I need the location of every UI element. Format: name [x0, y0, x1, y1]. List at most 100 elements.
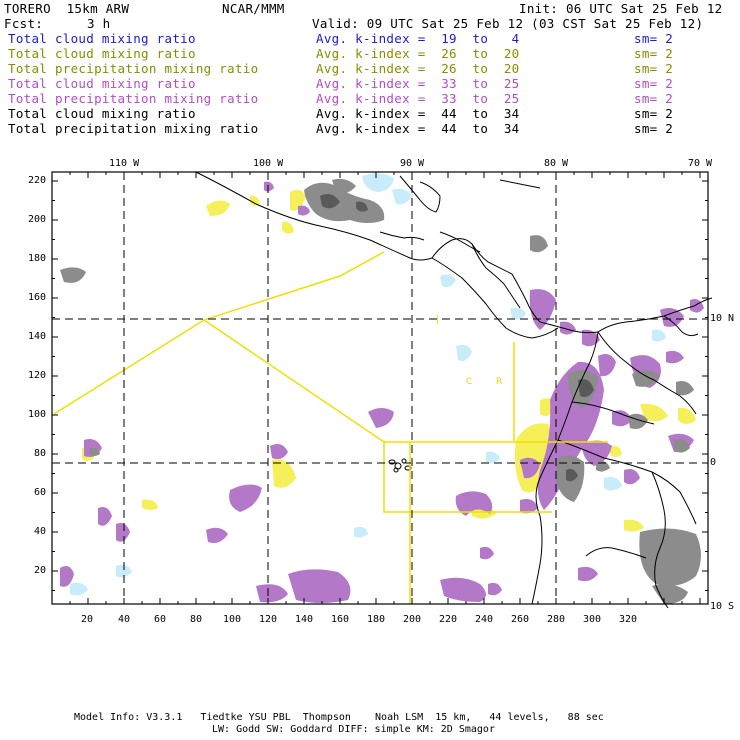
x-tick-label: 280	[547, 614, 566, 625]
cloud-patch	[640, 403, 668, 422]
maritime-boundary	[53, 251, 385, 415]
legend-field: Total cloud mixing ratio	[8, 76, 196, 91]
org-name: NCAR/MMM	[222, 1, 285, 16]
x-tick-label: 60	[154, 614, 167, 625]
cloud-patch	[392, 188, 412, 205]
x-tick-label: 20	[81, 614, 94, 625]
cloud-patch	[652, 329, 666, 342]
y-tick-label: 220	[28, 175, 47, 186]
island	[401, 458, 407, 464]
precip-patch	[582, 440, 612, 466]
legend-index: Avg. k-index = 33 to 25	[316, 91, 520, 106]
forecast-value: 3 h	[87, 16, 111, 31]
lat-label: 0	[710, 457, 717, 468]
precip-patch	[578, 566, 598, 582]
island	[388, 459, 396, 465]
x-tick-label: 320	[619, 614, 638, 625]
precip-patch	[612, 410, 632, 427]
model-title: TORERO 15km ARW	[4, 1, 130, 16]
legend-index: Avg. k-index = 44 to 34	[316, 121, 520, 136]
y-tick-label: 180	[28, 253, 47, 264]
precip-patch	[60, 566, 74, 587]
venezuela-coast	[663, 315, 699, 337]
cloud-patch	[142, 499, 158, 510]
lon-label: 80 W	[544, 158, 569, 169]
x-tick-label: 200	[403, 614, 422, 625]
precip-patch	[660, 308, 684, 327]
cloud-patch	[90, 447, 100, 456]
precip-patch	[488, 582, 502, 596]
x-tick-label: 160	[331, 614, 350, 625]
precip-patch	[368, 408, 394, 428]
nicaragua-border	[471, 243, 505, 285]
precip-patch	[206, 527, 228, 543]
legend-index: Avg. k-index = 44 to 34	[316, 106, 520, 121]
legend-smoothing: sm= 2	[634, 31, 674, 46]
precip-patch	[690, 299, 704, 313]
y-tick-label: 80	[34, 448, 47, 459]
y-tick-label: 100	[28, 409, 47, 420]
physics-info: LW: Godd SW: Goddard DIFF: simple KM: 2D…	[212, 724, 495, 735]
precip-patch	[598, 354, 616, 377]
cloud-core	[320, 194, 340, 209]
cloud-patch	[332, 178, 356, 194]
x-tick-label: 100	[223, 614, 242, 625]
colombia-border	[597, 331, 697, 415]
x-tick-label: 240	[475, 614, 494, 625]
x-tick-label: 180	[367, 614, 386, 625]
legend-smoothing: sm= 2	[634, 121, 674, 136]
precip-patch	[666, 350, 684, 364]
cloud-patch	[290, 189, 306, 211]
legend-smoothing: sm= 2	[634, 61, 674, 76]
country-label-c: C	[466, 377, 472, 387]
bolivia-border	[585, 547, 647, 559]
ecuador-border	[571, 401, 655, 425]
cloud-dark-cores	[320, 194, 594, 482]
cuba-coast	[499, 179, 541, 189]
valid-time: Valid: 09 UTC Sat 25 Feb 12 (03 CST Sat …	[312, 16, 704, 31]
legend-index: Avg. k-index = 26 to 20	[316, 61, 520, 76]
precip-patch	[582, 329, 600, 347]
cloud-patch	[362, 173, 394, 192]
x-tick-label: 40	[118, 614, 131, 625]
x-tick-label: 120	[259, 614, 278, 625]
lon-label: 90 W	[400, 158, 425, 169]
precip-patch	[520, 499, 538, 514]
y-tick-label: 120	[28, 370, 47, 381]
model-info: Model Info: V3.3.1 Tiedtke YSU PBL Thomp…	[74, 712, 604, 723]
cloud-patch	[206, 200, 230, 216]
mexico-coast	[195, 171, 433, 261]
legend-index: Avg. k-index = 26 to 20	[316, 46, 520, 61]
legend-smoothing: sm= 2	[634, 76, 674, 91]
cloud-patch	[354, 526, 368, 538]
cloud-patch	[60, 267, 86, 283]
cloud-patch	[639, 528, 701, 586]
cloud-patch	[530, 235, 548, 253]
cloud-patch	[676, 381, 694, 396]
brazil-border	[651, 471, 669, 609]
precip-patch	[264, 181, 274, 192]
coastlines	[195, 171, 713, 609]
y-tick-label: 140	[28, 331, 47, 342]
yucatan-coast	[399, 175, 441, 213]
legend-field: Total cloud mixing ratio	[8, 106, 196, 121]
precip-patch	[480, 546, 494, 560]
cloud-patch	[456, 344, 472, 361]
cloud-core	[566, 468, 578, 482]
legend-field: Total precipitation mixing ratio	[8, 121, 259, 136]
x-tick-label: 300	[583, 614, 602, 625]
y-tick-label: 40	[34, 526, 47, 537]
y-tick-label: 160	[28, 292, 47, 303]
honduras-border	[439, 231, 481, 253]
legend-smoothing: sm= 2	[634, 91, 674, 106]
boundary-lines	[53, 251, 608, 604]
cloud-patch	[304, 182, 385, 223]
tick-marks	[51, 172, 708, 604]
forecast-label: Fcst:	[4, 16, 44, 31]
south-america-west	[531, 331, 599, 605]
init-time: Init: 06 UTC Sat 25 Feb 12	[519, 1, 723, 16]
legend-field: Total cloud mixing ratio	[8, 31, 196, 46]
maritime-boundary	[203, 319, 385, 443]
x-tick-label: 220	[439, 614, 458, 625]
legend-smoothing: sm= 2	[634, 46, 674, 61]
